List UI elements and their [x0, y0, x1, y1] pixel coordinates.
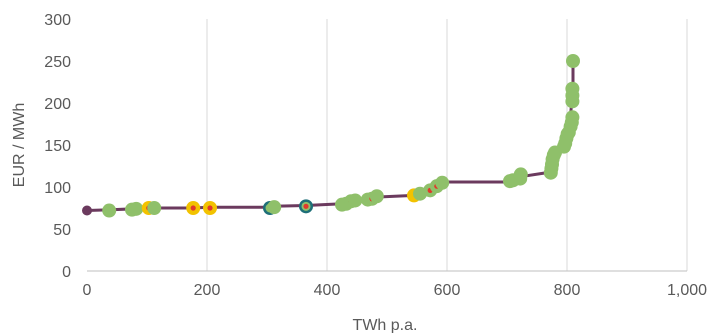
- vertical-gridlines: [207, 19, 687, 271]
- data-point-green: [348, 193, 362, 207]
- data-point-marker: [207, 205, 212, 210]
- y-axis-ticks: 0 50 100 150 200 250 300: [44, 12, 71, 281]
- data-point-marker: [303, 204, 308, 209]
- x-tick-label: 600: [434, 282, 461, 299]
- y-tick-label: 250: [44, 54, 71, 71]
- data-point-green: [435, 176, 449, 190]
- data-point-green: [514, 167, 528, 181]
- data-point-green: [370, 189, 384, 203]
- y-tick-label: 50: [53, 222, 71, 239]
- data-point-marker: [191, 205, 196, 210]
- y-tick-label: 150: [44, 138, 71, 155]
- y-tick-label: 200: [44, 96, 71, 113]
- x-tick-label: 800: [554, 282, 581, 299]
- supply-curve-line: [87, 61, 573, 211]
- y-tick-label: 0: [62, 264, 71, 281]
- y-tick-label: 100: [44, 180, 71, 197]
- data-point-green: [147, 201, 161, 215]
- data-point-green: [565, 110, 579, 124]
- data-point-dark: [82, 206, 92, 216]
- data-point-green: [566, 54, 580, 68]
- x-tick-label: 0: [83, 282, 92, 299]
- data-points: [82, 54, 580, 218]
- y-axis-label: EUR / MWh: [11, 103, 28, 187]
- x-tick-label: 1,000: [667, 282, 707, 299]
- x-tick-label: 400: [314, 282, 341, 299]
- y-tick-label: 300: [44, 12, 71, 29]
- data-point-green: [102, 204, 116, 218]
- data-point-green: [267, 200, 281, 214]
- data-point-green: [565, 82, 579, 96]
- x-axis-label: TWh p.a.: [353, 317, 418, 333]
- data-point-green: [129, 202, 143, 216]
- x-tick-label: 200: [194, 282, 221, 299]
- x-axis-ticks: 0 200 400 600 800 1,000: [83, 282, 708, 299]
